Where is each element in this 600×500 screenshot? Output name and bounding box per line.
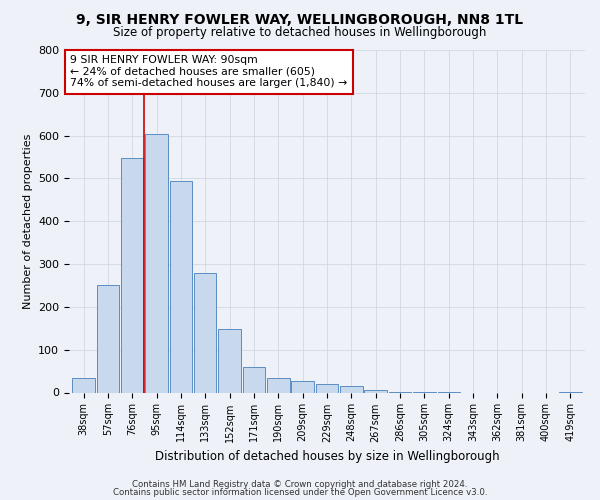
Bar <box>340 386 362 392</box>
Bar <box>194 274 217 392</box>
Text: Size of property relative to detached houses in Wellingborough: Size of property relative to detached ho… <box>113 26 487 39</box>
Bar <box>121 158 143 392</box>
Bar <box>292 380 314 392</box>
Bar <box>218 329 241 392</box>
Text: Contains HM Land Registry data © Crown copyright and database right 2024.: Contains HM Land Registry data © Crown c… <box>132 480 468 489</box>
Bar <box>73 378 95 392</box>
Bar <box>364 390 387 392</box>
Y-axis label: Number of detached properties: Number of detached properties <box>23 134 32 309</box>
Bar <box>316 384 338 392</box>
Bar <box>97 286 119 393</box>
Text: 9, SIR HENRY FOWLER WAY, WELLINGBOROUGH, NN8 1TL: 9, SIR HENRY FOWLER WAY, WELLINGBOROUGH,… <box>76 12 524 26</box>
Bar <box>267 378 290 392</box>
X-axis label: Distribution of detached houses by size in Wellingborough: Distribution of detached houses by size … <box>155 450 499 463</box>
Bar <box>243 367 265 392</box>
Bar <box>170 182 192 392</box>
Text: 9 SIR HENRY FOWLER WAY: 90sqm
← 24% of detached houses are smaller (605)
74% of : 9 SIR HENRY FOWLER WAY: 90sqm ← 24% of d… <box>70 55 347 88</box>
Bar <box>145 134 168 392</box>
Text: Contains public sector information licensed under the Open Government Licence v3: Contains public sector information licen… <box>113 488 487 497</box>
